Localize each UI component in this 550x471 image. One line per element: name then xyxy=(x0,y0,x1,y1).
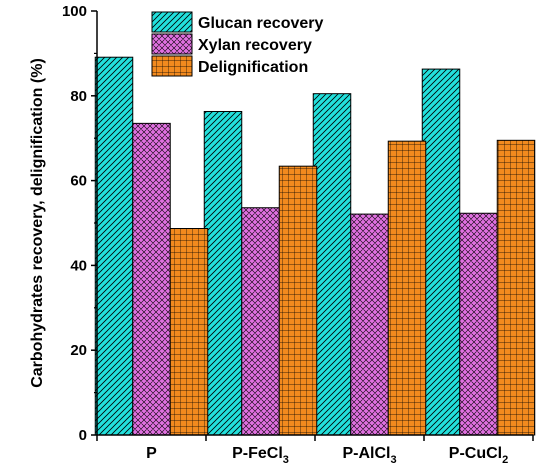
y-tick-label: 100 xyxy=(62,3,87,20)
y-axis-label: Carbohydrates recovery, delignification … xyxy=(29,58,46,388)
bar-delignification-4 xyxy=(496,139,536,436)
bar-delignification-3 xyxy=(387,140,427,436)
bar-xylan-recovery-1 xyxy=(132,122,171,436)
x-tick-label: P-CuCl2 xyxy=(449,445,508,466)
legend: Glucan recovery Xylan recovery Delignifica… xyxy=(151,11,324,77)
x-tick-label: P-FeCl3 xyxy=(232,445,289,466)
legend-label: Xylan recovery xyxy=(198,37,312,54)
bar-glucan-recovery-2 xyxy=(203,110,243,436)
legend-label: Glucan recovery xyxy=(198,15,324,32)
bar-xylan-recovery-2 xyxy=(241,207,280,436)
plot-area xyxy=(94,56,536,436)
legend-swatch-delignification xyxy=(151,55,193,77)
x-tick-label: P xyxy=(146,445,157,462)
bar-glucan-recovery-4 xyxy=(421,68,461,436)
bar-delignification-1 xyxy=(169,228,209,436)
y-tick-label: 0 xyxy=(79,427,87,444)
bar-glucan-recovery-3 xyxy=(312,93,352,436)
bar-xylan-recovery-3 xyxy=(350,213,389,436)
y-tick-label: 80 xyxy=(70,88,87,105)
legend-swatch-glucan-recovery xyxy=(151,11,193,33)
legend-swatch-xylan-recovery xyxy=(151,33,193,55)
axes: 0 20 40 60 80 100 P P-FeCl3 P-AlCl3 P-CuCl2 Carboh… xyxy=(29,3,534,466)
y-tick-label: 20 xyxy=(70,342,87,359)
bar-delignification-2 xyxy=(278,165,318,436)
bar-xylan-recovery-4 xyxy=(459,212,498,436)
legend-label: Delignification xyxy=(198,59,308,76)
y-tick-label: 60 xyxy=(70,173,87,190)
bar-glucan-recovery-1 xyxy=(94,56,134,436)
x-tick-label: P-AlCl3 xyxy=(342,445,396,466)
y-tick-label: 40 xyxy=(70,257,87,274)
